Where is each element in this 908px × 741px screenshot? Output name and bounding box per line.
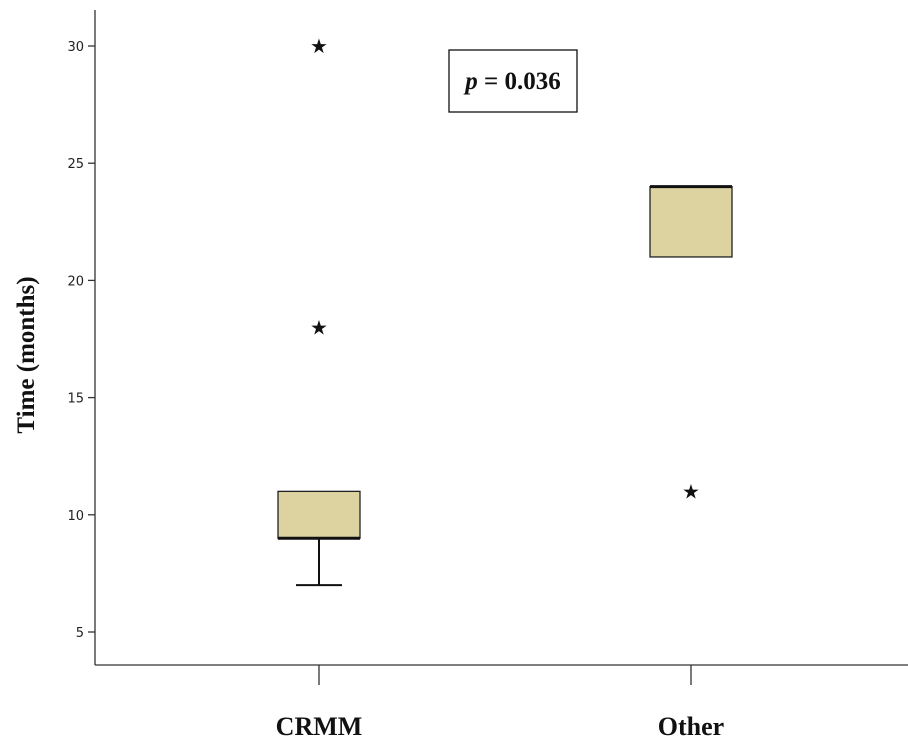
boxes: ★★★: [277, 34, 733, 587]
x-tick-label: CRMM: [276, 712, 363, 741]
y-tick-label: 25: [67, 157, 84, 172]
annotation-p: p: [463, 68, 478, 95]
x-axis-labels: CRMM Other: [276, 665, 724, 741]
axes: [94, 10, 908, 666]
box-other: ★: [649, 185, 733, 503]
y-tick-label: 5: [76, 626, 84, 641]
y-axis-ticks: 5 10 15 20 25 30: [67, 40, 95, 641]
y-axis-title: Time (months): [13, 276, 40, 433]
y-tick-label: 30: [67, 40, 84, 55]
y-tick-label: 10: [67, 509, 84, 524]
x-tick-label: Other: [658, 712, 724, 741]
annotation-text: p = 0.036: [463, 68, 561, 95]
y-tick-label: 15: [67, 392, 84, 407]
outlier-point: ★: [310, 315, 328, 339]
annotation-box: [448, 49, 578, 113]
outlier-point: ★: [682, 479, 700, 503]
p-value-annotation: p = 0.036: [448, 49, 578, 113]
box-crmm: ★★: [277, 34, 361, 587]
iqr-box: [649, 185, 733, 258]
annotation-value: = 0.036: [478, 68, 561, 95]
iqr-box: [277, 490, 361, 539]
outlier-point: ★: [310, 34, 328, 58]
y-tick-label: 20: [67, 274, 84, 289]
